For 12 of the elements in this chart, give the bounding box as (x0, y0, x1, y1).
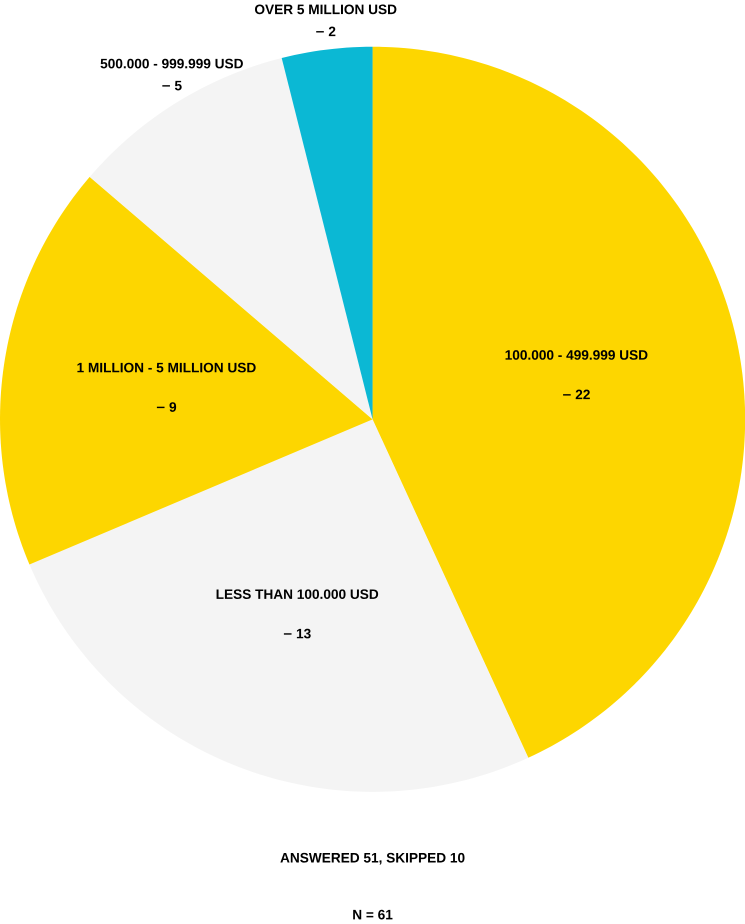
data-label: 5 (174, 80, 182, 90)
data-label: 13 (296, 628, 311, 638)
text: N = 61 (353, 910, 392, 920)
text: ANSWERED 51, SKIPPED 10 (280, 852, 464, 865)
data-label: 2 (328, 26, 336, 36)
slice-label: LESS THAN 100.000 USD (216, 589, 378, 599)
slice-label: 1 MILLION - 5 MILLION USD (77, 362, 256, 372)
slice-label: 100.000 - 499.999 USD (505, 350, 648, 360)
data-label: 9 (169, 402, 176, 412)
slice-label: 500.000 - 999.999 USD (100, 58, 243, 68)
data-label: 22 (576, 390, 590, 400)
slice-label: OVER 5 MILLION USD (254, 4, 396, 14)
